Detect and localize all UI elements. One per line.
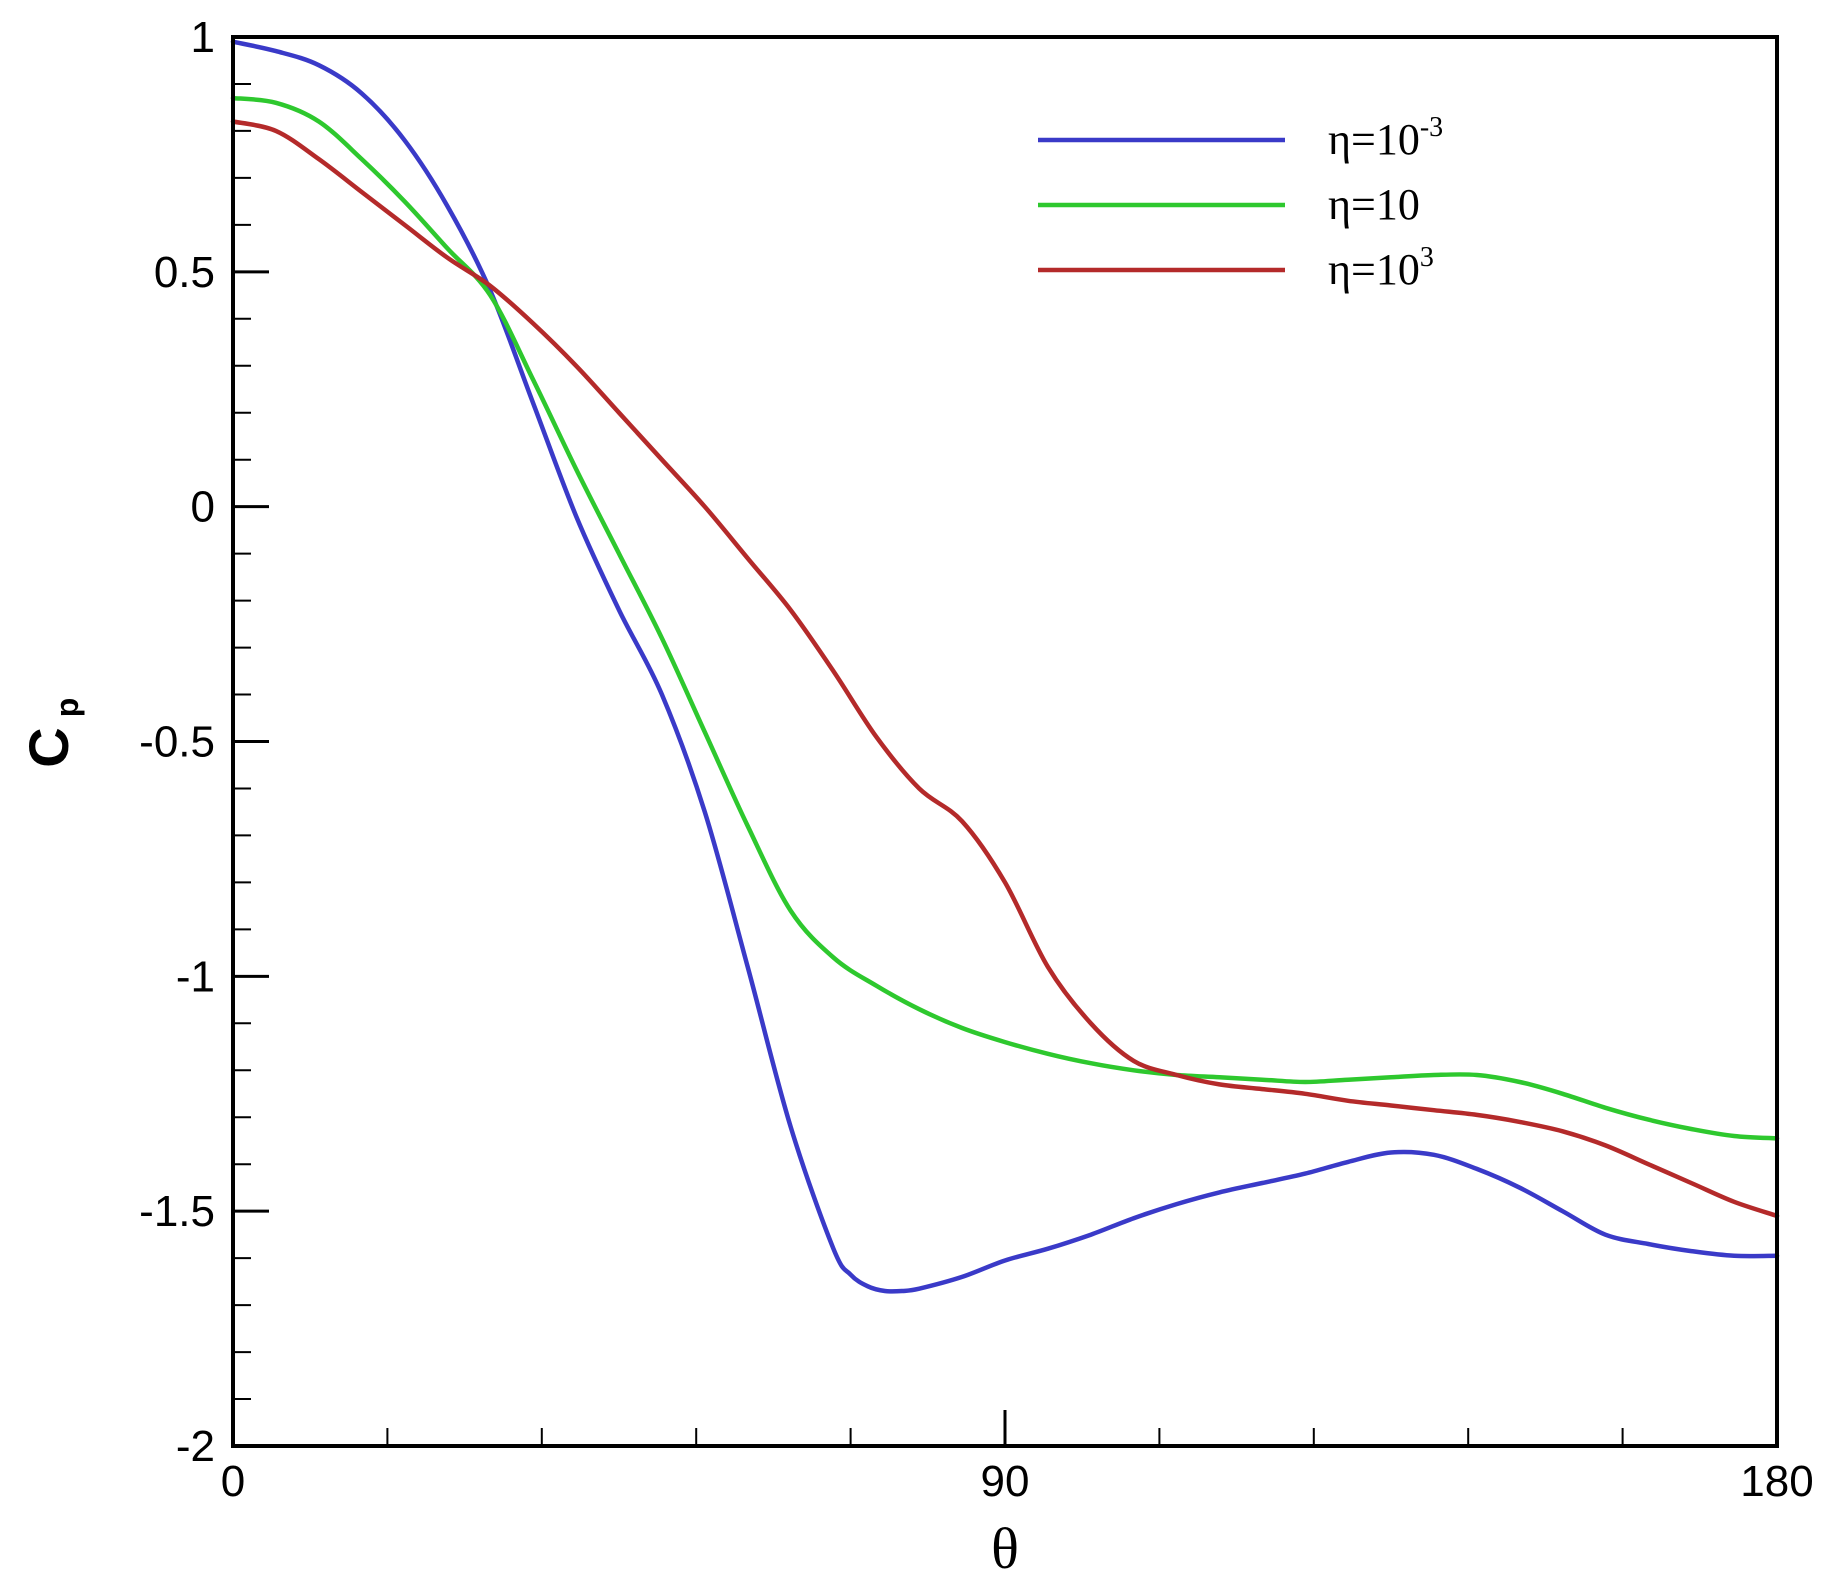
legend-label-0: η=10-3 [1328, 112, 1443, 164]
x-tick-label: 180 [1740, 1457, 1813, 1506]
y-tick-label: 0.5 [154, 248, 215, 297]
legend-label-1: η=10 [1328, 180, 1420, 229]
major-ticks [231, 35, 1779, 1448]
y-tick-label: -2 [176, 1422, 215, 1471]
x-axis-title: θ [991, 1516, 1019, 1577]
y-tick-label: 1 [191, 13, 215, 62]
minor-ticks [233, 82, 1624, 1446]
legend: η=10-3 η=10 η=103 [1038, 112, 1443, 294]
y-tick-label: -1 [176, 952, 215, 1001]
y-tick-label: -1.5 [139, 1187, 215, 1236]
series-lines [230, 39, 1780, 1294]
x-tick-label: 0 [221, 1457, 245, 1506]
y-tick-label: -0.5 [139, 718, 215, 767]
series-line-1 [230, 95, 1780, 1141]
y-axis-title: C [17, 727, 80, 767]
legend-label-2: η=103 [1328, 242, 1434, 294]
x-tick-label: 90 [981, 1457, 1030, 1506]
y-tick-label: 0 [191, 483, 215, 532]
series-line-0 [230, 39, 1780, 1294]
series-line-2 [230, 119, 1780, 1219]
y-axis-title-subscript: p [49, 698, 85, 718]
y-axis-title-group: C p [17, 698, 85, 768]
tick-labels: 0 90 180 -2 -1.5 -1 -0.5 0 0.5 1 [139, 13, 1814, 1506]
plot-frame [231, 35, 1779, 1448]
